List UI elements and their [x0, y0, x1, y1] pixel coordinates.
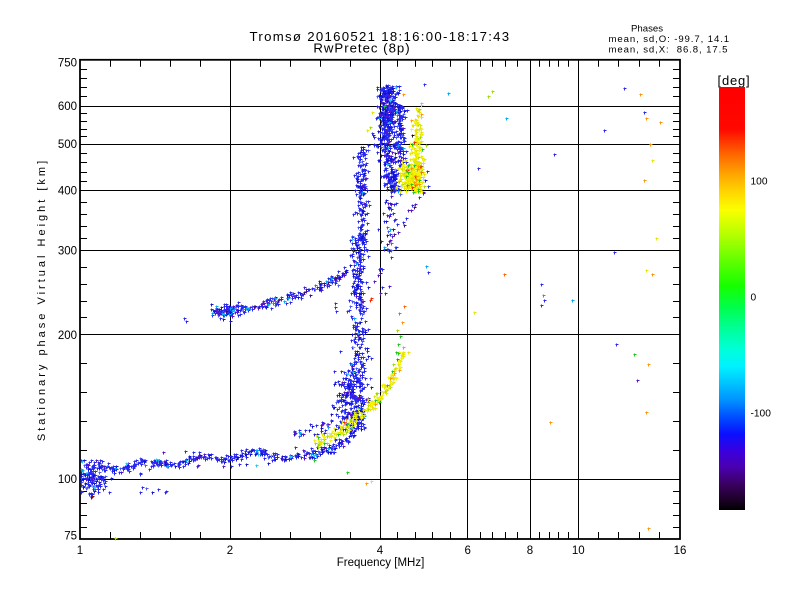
svg-text:100: 100 — [751, 177, 768, 188]
svg-text:300: 300 — [58, 246, 77, 258]
svg-text:16: 16 — [674, 545, 687, 557]
svg-text:6: 6 — [464, 545, 470, 557]
svg-text:2: 2 — [227, 545, 233, 557]
svg-text:4: 4 — [377, 545, 384, 557]
svg-text:400: 400 — [58, 186, 77, 198]
svg-text:-100: -100 — [751, 409, 772, 420]
svg-text:750: 750 — [58, 58, 77, 70]
svg-text:200: 200 — [58, 330, 77, 342]
svg-text:10: 10 — [572, 545, 585, 557]
svg-text:8: 8 — [527, 545, 533, 557]
svg-text:Stationary phase Virtual Heigh: Stationary phase Virtual Height [km] — [36, 158, 48, 441]
svg-text:0: 0 — [751, 293, 757, 304]
svg-text:RwPretec (8p): RwPretec (8p) — [313, 41, 410, 56]
svg-text:500: 500 — [58, 139, 77, 151]
svg-text:mean, sd,O: -99.7, 14.1: mean, sd,O: -99.7, 14.1 — [609, 34, 731, 45]
svg-text:75: 75 — [64, 531, 77, 543]
svg-text:Frequency [MHz]: Frequency [MHz] — [337, 557, 425, 569]
svg-text:Tromsø 20160521 18:16:00-18:17: Tromsø 20160521 18:16:00-18:17:43 — [250, 29, 511, 44]
svg-text:600: 600 — [58, 101, 77, 113]
svg-text:1: 1 — [77, 545, 83, 557]
svg-text:[deg]: [deg] — [718, 73, 751, 88]
svg-text:100: 100 — [58, 474, 77, 486]
svg-text:Phases: Phases — [631, 24, 663, 35]
svg-text:mean, sd,X: 86.8, 17.5: mean, sd,X: 86.8, 17.5 — [609, 45, 729, 56]
